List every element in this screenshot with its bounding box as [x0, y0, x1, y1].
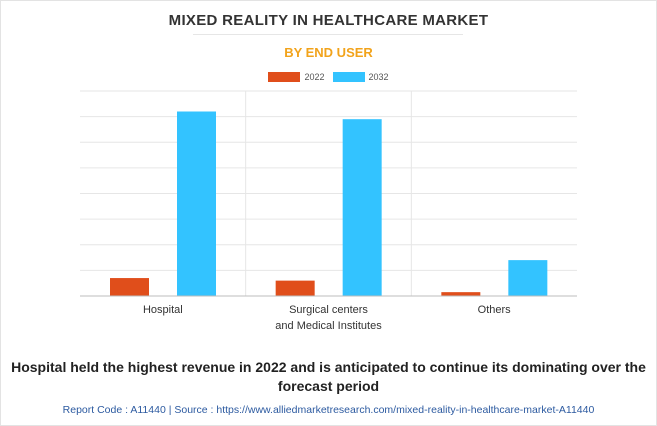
legend-swatch-2032: [332, 72, 365, 82]
x-tick-label: and Medical Institutes: [275, 320, 382, 332]
bar-2032-1: [177, 111, 216, 296]
x-tick-label: Others: [478, 304, 512, 316]
chart-legend: 2022 2032: [0, 72, 657, 82]
chart-subtitle: BY END USER: [284, 45, 373, 60]
legend-label-2032: 2032: [368, 72, 389, 82]
bar-2032-3: [508, 260, 548, 296]
bar-2022-2: [275, 280, 315, 296]
bar-2022-3: [441, 292, 481, 296]
chart-title: MIXED REALITY IN HEALTHCARE MARKET: [168, 12, 489, 29]
title-divider: [193, 34, 463, 35]
x-tick-label: Surgical centers: [289, 304, 368, 316]
legend-item-2022[interactable]: 2022: [268, 72, 325, 82]
legend-label-2022: 2022: [304, 72, 325, 82]
bar-2022-1: [110, 278, 149, 296]
bar-2032-2: [342, 119, 382, 296]
source-footer[interactable]: Report Code : A11440 | Source : https://…: [62, 404, 595, 416]
legend-item-2032[interactable]: 2032: [332, 72, 389, 82]
x-tick-label: Hospital: [143, 304, 183, 316]
chart-caption: Hospital held the highest revenue in 202…: [11, 359, 646, 394]
bar-chart: Hospital Surgical centers and Medical Inst…: [80, 90, 577, 332]
legend-swatch-2022: [268, 72, 301, 82]
